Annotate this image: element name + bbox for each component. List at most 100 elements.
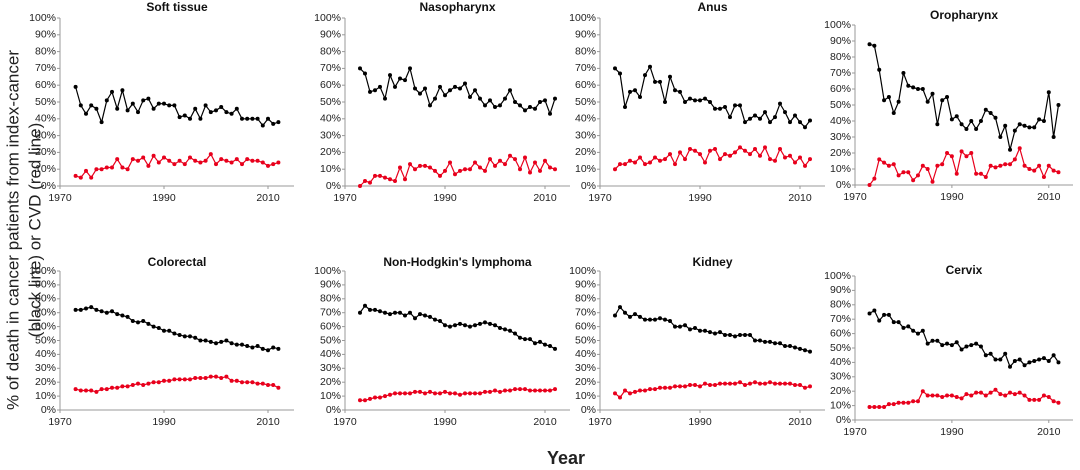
- data-point: [988, 390, 993, 395]
- data-point: [763, 381, 767, 386]
- data-point: [713, 147, 717, 152]
- data-point: [151, 106, 156, 111]
- data-point: [964, 344, 969, 349]
- y-axis-label: (black line) or CVD (red line): [25, 123, 44, 337]
- data-point: [877, 405, 882, 410]
- data-point: [911, 85, 916, 90]
- y-tick-label: 60%: [575, 79, 596, 91]
- data-point: [643, 388, 647, 393]
- data-point: [618, 305, 622, 310]
- data-point: [1012, 157, 1017, 162]
- data-point: [773, 158, 777, 163]
- data-point: [872, 43, 877, 48]
- data-point: [693, 325, 697, 330]
- data-point: [743, 148, 747, 153]
- data-point: [891, 320, 896, 325]
- y-tick-label: 50%: [320, 96, 341, 108]
- data-point: [156, 101, 161, 106]
- data-point: [959, 122, 964, 127]
- data-point: [693, 382, 697, 387]
- data-point: [260, 381, 265, 386]
- data-point: [618, 71, 622, 76]
- data-point: [886, 402, 891, 407]
- data-point: [768, 339, 772, 344]
- data-point: [748, 116, 752, 121]
- data-point: [993, 165, 998, 170]
- data-point: [778, 147, 782, 152]
- data-point: [945, 341, 950, 346]
- data-point: [146, 96, 151, 101]
- data-point: [988, 163, 993, 168]
- data-point: [663, 317, 667, 322]
- data-point: [84, 306, 88, 311]
- data-point: [1008, 364, 1013, 369]
- data-point: [271, 382, 276, 387]
- data-point: [954, 394, 959, 399]
- data-point: [773, 115, 777, 120]
- data-point: [478, 165, 482, 170]
- data-point: [688, 327, 692, 332]
- data-point: [663, 157, 667, 162]
- data-point: [94, 106, 99, 111]
- series-line: [360, 388, 556, 401]
- data-point: [978, 344, 983, 349]
- data-point: [538, 339, 542, 344]
- data-point: [698, 384, 702, 389]
- data-point: [250, 158, 255, 163]
- data-point: [167, 158, 172, 163]
- data-point: [378, 84, 382, 89]
- data-point: [920, 328, 925, 333]
- data-point: [528, 170, 532, 175]
- data-point: [255, 116, 260, 121]
- data-point: [768, 380, 772, 385]
- data-point: [1003, 393, 1008, 398]
- data-point: [628, 314, 632, 319]
- data-point: [208, 374, 213, 379]
- data-point: [393, 310, 397, 315]
- data-point: [373, 173, 377, 178]
- data-point: [418, 312, 422, 317]
- data-point: [1022, 123, 1027, 128]
- y-tick-label: 40%: [320, 113, 341, 125]
- data-point: [788, 153, 792, 158]
- y-tick-label: 80%: [320, 45, 341, 57]
- data-point: [1041, 393, 1046, 398]
- data-point: [949, 154, 954, 159]
- data-point: [188, 155, 192, 160]
- data-point: [915, 331, 920, 336]
- data-point: [73, 387, 78, 392]
- data-point: [658, 79, 662, 84]
- data-point: [891, 402, 896, 407]
- data-point: [260, 123, 265, 128]
- data-point: [613, 391, 617, 396]
- data-point: [945, 151, 950, 155]
- data-point: [488, 98, 492, 103]
- series-line: [614, 306, 811, 353]
- data-point: [120, 384, 125, 389]
- y-tick-label: 60%: [35, 320, 56, 332]
- data-point: [793, 160, 797, 165]
- data-point: [673, 384, 677, 389]
- data-point: [959, 396, 964, 401]
- data-point: [1041, 175, 1046, 179]
- data-point: [886, 163, 891, 168]
- data-point: [882, 312, 887, 317]
- data-point: [229, 111, 234, 116]
- y-tick-label: 70%: [320, 62, 341, 74]
- data-point: [653, 387, 657, 392]
- data-point: [728, 153, 732, 158]
- data-point: [548, 344, 552, 349]
- data-point: [203, 338, 208, 343]
- data-point: [528, 105, 532, 110]
- y-tick-label: 90%: [35, 279, 56, 291]
- data-point: [1051, 135, 1056, 139]
- data-point: [753, 147, 757, 152]
- y-tick-label: 80%: [575, 45, 596, 57]
- data-point: [793, 382, 797, 387]
- data-point: [633, 160, 637, 165]
- data-point: [224, 374, 229, 379]
- data-point: [388, 312, 392, 317]
- data-point: [978, 119, 983, 123]
- x-tick-label: 2010: [788, 416, 812, 428]
- x-tick-label: 1990: [940, 426, 964, 438]
